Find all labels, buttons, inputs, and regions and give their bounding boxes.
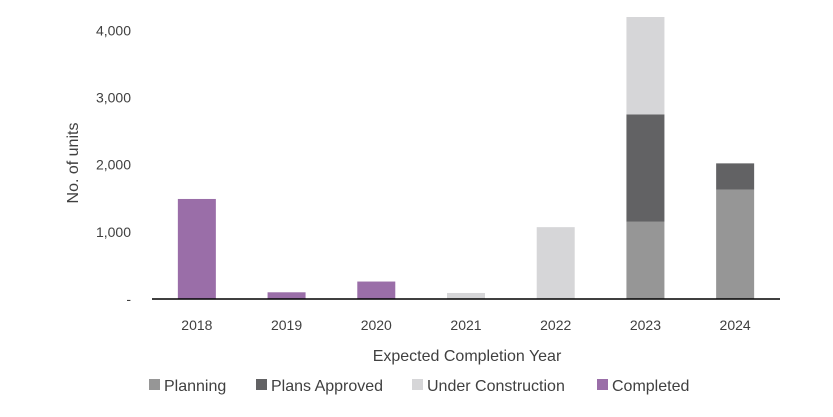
- x-tick-label: 2019: [271, 317, 302, 333]
- bar-2019-series-3: [267, 292, 306, 299]
- x-tick-label: 2020: [361, 317, 392, 333]
- bar-2023-series-0: [626, 221, 665, 299]
- bar-2024-series-0: [716, 189, 755, 299]
- legend: Planning Plans Approved Under Construction…: [149, 378, 689, 395]
- legend-label: Plans Approved: [271, 378, 383, 395]
- x-tick-labels: 2018 2019 2020 2021 2022 2023 2024: [181, 317, 751, 333]
- legend-label: Planning: [164, 378, 226, 395]
- x-tick-label: 2021: [450, 317, 481, 333]
- y-tick-label: 4,000: [96, 22, 131, 38]
- y-tick-label: 2,000: [96, 157, 131, 173]
- bar-2024-series-1: [716, 163, 755, 190]
- bars-group: [177, 17, 755, 299]
- x-tick-label: 2024: [720, 317, 751, 333]
- legend-swatch: [597, 379, 608, 390]
- x-axis-title: Expected Completion Year: [373, 348, 562, 365]
- x-tick-label: 2023: [630, 317, 661, 333]
- bar-2020-series-3: [357, 281, 396, 299]
- y-tick-label: -: [126, 291, 131, 307]
- x-tick-label: 2018: [181, 317, 212, 333]
- x-tick-label: 2022: [540, 317, 571, 333]
- bar-2023-series-2: [626, 17, 665, 115]
- bar-2022-series-2: [536, 227, 575, 299]
- y-tick-label: 1,000: [96, 224, 131, 240]
- legend-swatch: [256, 379, 267, 390]
- legend-label: Completed: [612, 378, 689, 395]
- bar-2023-series-1: [626, 114, 665, 222]
- y-tick-label: 3,000: [96, 90, 131, 106]
- legend-swatch: [149, 379, 160, 390]
- bar-2021-series-2: [447, 292, 485, 299]
- legend-label: Under Construction: [427, 378, 565, 395]
- y-tick-labels: - 1,000 2,000 3,000 4,000: [96, 22, 131, 307]
- legend-swatch: [412, 379, 423, 390]
- bar-2018-series-3: [177, 198, 216, 299]
- y-axis-title: No. of units: [65, 123, 82, 204]
